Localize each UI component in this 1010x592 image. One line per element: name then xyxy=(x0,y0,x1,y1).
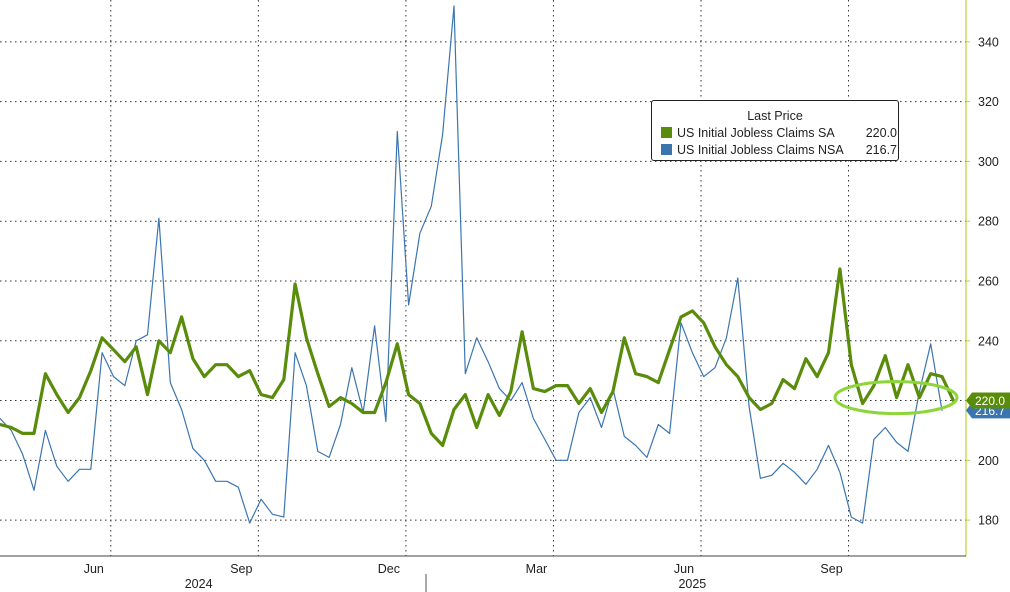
x-tick-label: Jun xyxy=(674,562,694,576)
legend-label-sa: US Initial Jobless Claims SA xyxy=(677,125,835,140)
y-tick-label: 240 xyxy=(978,334,999,348)
highlight-ellipse xyxy=(833,380,959,416)
legend-value-sa: 220.0 xyxy=(865,125,897,140)
legend: Last Price US Initial Jobless Claims SA … xyxy=(651,100,899,161)
x-year-label: 2025 xyxy=(678,577,706,591)
y-tick-label: 260 xyxy=(978,274,999,288)
y-tick-label: 340 xyxy=(978,35,999,49)
legend-item-sa: US Initial Jobless Claims SA 220.0 xyxy=(652,124,898,141)
legend-label-nsa: US Initial Jobless Claims NSA xyxy=(677,142,844,157)
y-tick-label: 320 xyxy=(978,95,999,109)
x-year-label: 2024 xyxy=(185,577,213,591)
last-value-tag-sa: 220.0 xyxy=(966,392,1010,409)
legend-swatch-nsa xyxy=(661,144,672,155)
tag-shape xyxy=(966,392,1010,409)
x-tick-label: Mar xyxy=(526,562,548,576)
x-tick-label: Sep xyxy=(820,562,842,576)
tag-label: 220.0 xyxy=(975,394,1005,408)
x-tick-label: Sep xyxy=(230,562,252,576)
series-line-sa xyxy=(0,267,956,447)
y-tick-label: 280 xyxy=(978,215,999,229)
y-tick-label: 300 xyxy=(978,155,999,169)
series-line-nsa xyxy=(0,5,943,524)
highlight-annotation xyxy=(833,380,959,416)
x-tick-label: Jun xyxy=(84,562,104,576)
y-tick-label: 200 xyxy=(978,454,999,468)
gridlines xyxy=(0,0,966,556)
legend-value-nsa: 216.7 xyxy=(865,142,897,157)
y-tick-label: 180 xyxy=(978,514,999,528)
series-lines xyxy=(0,5,956,524)
legend-swatch-sa xyxy=(661,127,672,138)
legend-item-nsa: US Initial Jobless Claims NSA 216.7 xyxy=(652,141,898,158)
x-tick-label: Dec xyxy=(378,562,400,576)
legend-title: Last Price xyxy=(747,109,803,123)
